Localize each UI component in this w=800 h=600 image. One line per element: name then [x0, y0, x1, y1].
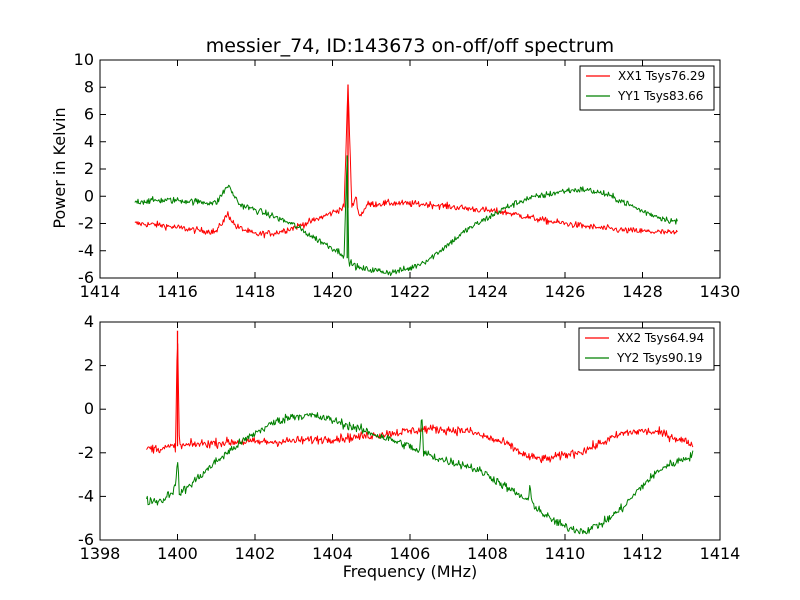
x-tick-label: 1398	[80, 544, 121, 563]
bottom-legend-box	[578, 327, 715, 371]
top-plot-panel: messier_74, ID:143673 on-off/off spectru…	[50, 35, 740, 301]
bottom-plot-ticks: 1398 1400 1402 1404 1406 1408 1410 1412 1414 -6 -4…	[78, 312, 740, 563]
x-tick-label: 1402	[235, 544, 276, 563]
bottom-plot-panel: Frequency (MHz) 1398 1400 1402 1404 1406 1408…	[78, 312, 740, 581]
bottom-plot-frame	[99, 321, 721, 541]
y-tick-label: 10	[74, 50, 94, 69]
top-legend-box	[579, 65, 715, 111]
top-plot-title: messier_74, ID:143673 on-off/off spectru…	[206, 35, 614, 57]
series-line-yy2	[146, 412, 694, 535]
top-plot-lines	[134, 84, 678, 277]
y-tick-label: 6	[84, 105, 94, 124]
y-tick-label: -6	[78, 268, 94, 287]
x-tick-label: 1426	[545, 282, 586, 301]
series-line-xx2	[146, 343, 694, 464]
y-tick-label: -2	[78, 214, 94, 233]
series-line-yy1	[134, 156, 678, 277]
x-tick-label: 1410	[545, 544, 586, 563]
x-tick-label: 1416	[157, 282, 198, 301]
y-tick-label: 0	[84, 399, 94, 418]
top-plot-frame	[99, 59, 721, 279]
x-tick-label: 1408	[467, 544, 508, 563]
x-tick-label: 1406	[390, 544, 431, 563]
x-tick-label: 1400	[157, 544, 198, 563]
y-tick-label: 8	[84, 77, 94, 96]
top-plot-legend: XX1 Tsys76.29 YY1 Tsys83.66	[579, 65, 715, 111]
bottom-plot-legend: XX2 Tsys64.94 YY2 Tsys90.19	[578, 327, 715, 371]
x-tick-label: 1414	[80, 282, 121, 301]
x-tick-label: 1430	[700, 282, 741, 301]
y-tick-label: 2	[84, 356, 94, 375]
x-tick-label: 1424	[467, 282, 508, 301]
top-legend-label-xx1: XX1 Tsys76.29	[618, 69, 705, 83]
x-tick-label: 1422	[390, 282, 431, 301]
bottom-plot-lines	[146, 330, 694, 535]
y-tick-label: -4	[78, 241, 94, 260]
x-tick-label: 1420	[312, 282, 353, 301]
series-line-xx1	[134, 86, 678, 239]
x-tick-label: 1412	[622, 544, 663, 563]
bottom-legend-label-yy2: YY2 Tsys90.19	[616, 351, 702, 365]
y-tick-label: -2	[78, 443, 94, 462]
y-tick-label: 4	[84, 132, 94, 151]
bottom-plot-xlabel: Frequency (MHz)	[343, 562, 477, 581]
bottom-legend-label-xx2: XX2 Tsys64.94	[617, 331, 704, 345]
x-tick-label: 1418	[235, 282, 276, 301]
y-tick-label: -4	[78, 486, 94, 505]
y-tick-label: 0	[84, 186, 94, 205]
top-plot-ylabel: Power in Kelvin	[50, 107, 69, 228]
top-plot-ticks: 1414 1416 1418 1420 1422 1424 1426 1428 1430 -6 -4…	[74, 50, 741, 301]
top-legend-label-yy1: YY1 Tsys83.66	[617, 89, 703, 103]
x-tick-label: 1428	[622, 282, 663, 301]
y-tick-label: -6	[78, 530, 94, 549]
x-tick-label: 1404	[312, 544, 353, 563]
y-tick-label: 2	[84, 159, 94, 178]
x-tick-label: 1414	[700, 544, 741, 563]
y-tick-label: 4	[84, 312, 94, 331]
